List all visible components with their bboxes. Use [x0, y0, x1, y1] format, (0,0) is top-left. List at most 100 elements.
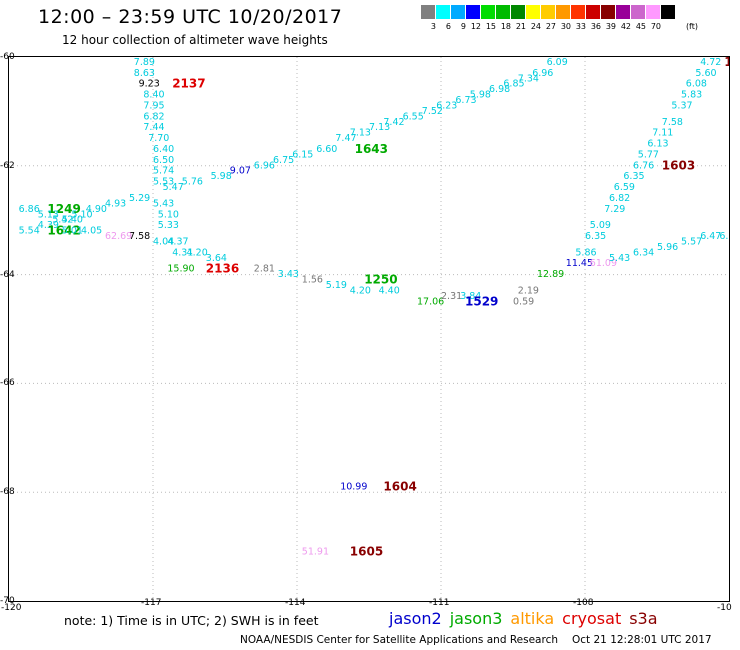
- wave-height-label: 4.72: [700, 57, 721, 68]
- wave-height-label: 5.19: [326, 280, 347, 291]
- wave-height-label: 6.47: [700, 231, 721, 242]
- credit-line: NOAA/NESDIS Center for Satellite Applica…: [240, 634, 712, 646]
- wave-height-label: 6.55: [403, 111, 424, 122]
- wave-height-label: 10.99: [340, 481, 367, 492]
- legend-labels: 3 6 9 12 15 18 21 24 27 30 33 36 39 42 45 70 (ft): [421, 22, 698, 31]
- pass-time-label: 1249: [47, 202, 80, 216]
- wave-height-label: 6.82: [719, 231, 729, 242]
- longitude-tick-label: -111: [429, 598, 450, 608]
- legend-label: 36: [590, 22, 601, 31]
- wave-height-label: 3.64: [206, 253, 227, 264]
- footer-note: note: 1) Time is in UTC; 2) SWH is in fe…: [64, 613, 319, 628]
- wave-height-label: 5.29: [129, 193, 150, 204]
- wave-height-label: 6.13: [647, 139, 668, 150]
- wave-height-label: 5.57: [681, 236, 702, 247]
- wave-height-label: 6.09: [547, 57, 568, 68]
- legend-swatch: [631, 5, 646, 19]
- wave-height-label: 7.42: [383, 117, 404, 128]
- pass-time-label: 1250: [364, 273, 397, 287]
- wave-height-label: 62.69: [105, 231, 132, 242]
- timestamp: Oct 21 12:28:01 UTC 2017: [572, 634, 712, 646]
- legend-label: 15: [485, 22, 496, 31]
- pass-time-label: 1529: [465, 294, 498, 308]
- legend-swatch: [646, 5, 661, 19]
- satellite-s3a: s3a: [629, 609, 658, 628]
- wave-height-label: 6.82: [609, 193, 630, 204]
- pass-time-label: 1605: [350, 545, 383, 559]
- wave-height-label: 1.56: [302, 275, 323, 286]
- longitude-tick-label: -114: [285, 598, 306, 608]
- legend-swatch: [571, 5, 586, 19]
- legend-label: 3: [430, 22, 436, 31]
- wave-height-label: 7.13: [350, 128, 371, 139]
- legend-label: 70: [650, 22, 661, 31]
- legend-label: 33: [575, 22, 586, 31]
- longitude-tick-label: -108: [573, 598, 594, 608]
- legend-swatches: [421, 5, 698, 19]
- wave-height-label: 17.06: [417, 296, 444, 307]
- wave-height-label: 6.96: [254, 160, 275, 171]
- pass-time-label: 1643: [355, 142, 388, 156]
- wave-height-label: 9.07: [230, 166, 251, 177]
- wave-height-label: 4.93: [105, 198, 126, 209]
- satellite-jason3: jason3: [449, 609, 503, 628]
- wave-height-label: 6.96: [532, 68, 553, 79]
- longitude-tick-label: -10: [717, 603, 732, 613]
- wave-height-label: 51.91: [302, 547, 329, 558]
- wave-height-label: 7.47: [335, 133, 356, 144]
- longitude-tick-label: -117: [141, 598, 162, 608]
- pass-time-label: 1603: [662, 158, 695, 172]
- wave-height-label: 7.95: [143, 100, 164, 111]
- wave-height-label: 6.35: [623, 171, 644, 182]
- pass-time-label: 1: [724, 57, 729, 69]
- legend-label: 45: [635, 22, 646, 31]
- wave-height-label: 7.34: [518, 73, 539, 84]
- wave-height-label: 15.90: [167, 264, 194, 275]
- wave-height-label: 5.10: [158, 209, 179, 220]
- wave-height-label: 7.11: [652, 128, 673, 139]
- wave-height-label: 4.31: [172, 247, 193, 258]
- legend-swatch: [481, 5, 496, 19]
- wave-height-label: 4.05: [81, 226, 102, 237]
- wave-height-label: 5.54: [19, 226, 40, 237]
- wave-height-label: 3.43: [278, 269, 299, 280]
- legend-label: 18: [500, 22, 511, 31]
- wave-height-label: 5.10: [71, 209, 92, 220]
- satellite-legend: jason2 jason3 altika cryosat s3a: [389, 609, 666, 628]
- pass-time-label: 2136: [206, 262, 239, 276]
- wave-height-label: 5.40: [62, 215, 83, 226]
- wave-height-label: 8.40: [143, 90, 164, 101]
- wave-height-label: 5.60: [695, 68, 716, 79]
- legend-label: 39: [605, 22, 616, 31]
- wave-height-label: 6.86: [19, 204, 40, 215]
- legend-swatch: [541, 5, 556, 19]
- wave-height-label: 5.74: [153, 166, 174, 177]
- wave-height-label: 4.20: [187, 247, 208, 258]
- wave-height-label: 4.37: [167, 236, 188, 247]
- latitude-tick-label: -70: [0, 596, 15, 606]
- legend-unit: (ft): [685, 22, 698, 31]
- legend-swatch: [496, 5, 511, 19]
- pass-time-label: 2137: [172, 77, 205, 91]
- wave-height-label: 4.90: [86, 204, 107, 215]
- wave-height-label: 7.58: [129, 231, 150, 242]
- wave-height-label: 6.23: [436, 100, 457, 111]
- legend-label: 30: [560, 22, 571, 31]
- latitude-tick-label: -66: [0, 378, 15, 389]
- legend-swatch: [526, 5, 541, 19]
- wave-height-label: 11.45: [566, 258, 593, 269]
- wave-height-label: 7.13: [369, 122, 390, 133]
- legend-label: 21: [515, 22, 526, 31]
- wave-height-label: 3.84: [460, 291, 481, 302]
- wave-height-label: 2.31: [441, 291, 462, 302]
- wave-height-label: 6.85: [503, 79, 524, 90]
- wave-height-label: 5.47: [163, 182, 184, 193]
- wave-height-label: 7.70: [148, 133, 169, 144]
- wave-height-label: 6.98: [489, 84, 510, 95]
- satellite-altika: altika: [510, 609, 555, 628]
- wave-height-label: 5.86: [575, 247, 596, 258]
- wave-height-label: 7.89: [134, 57, 155, 68]
- wave-height-label: 6.82: [143, 111, 164, 122]
- wave-height-label: 4.40: [379, 285, 400, 296]
- wave-height-label: 6.60: [316, 144, 337, 155]
